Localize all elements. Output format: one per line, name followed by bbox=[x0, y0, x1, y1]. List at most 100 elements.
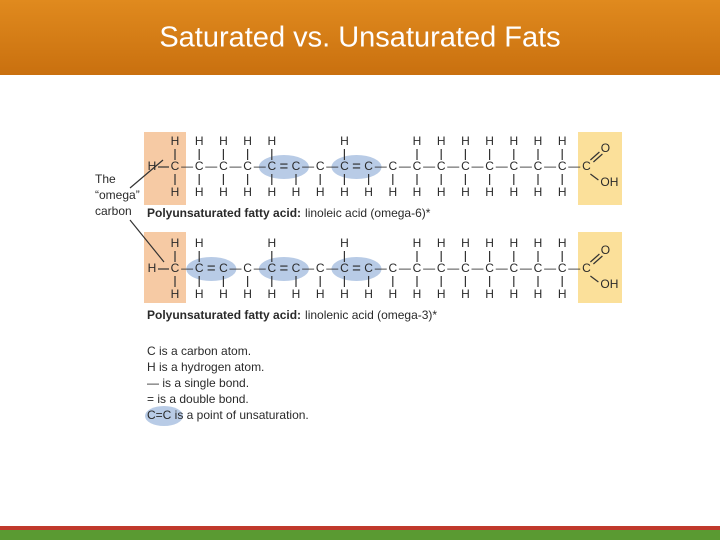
hydrogen: H bbox=[534, 134, 543, 148]
hydrogen: H bbox=[171, 185, 180, 199]
bond bbox=[593, 255, 603, 265]
single-bond: — bbox=[520, 261, 532, 275]
carbon: C bbox=[316, 159, 325, 173]
pointer bbox=[129, 159, 164, 189]
hydrogen: H bbox=[413, 134, 422, 148]
legend-highlight bbox=[145, 406, 183, 426]
molecule-label-bold: Polyunsaturated fatty acid: bbox=[147, 308, 301, 322]
single-bond: — bbox=[447, 159, 459, 173]
single-bond: — bbox=[472, 159, 484, 173]
hydrogen: H bbox=[316, 185, 325, 199]
single-bond: — bbox=[520, 159, 532, 173]
double-bond: = bbox=[352, 158, 361, 175]
single-bond: — bbox=[326, 159, 338, 173]
carbon: C bbox=[364, 261, 373, 275]
single-bond: — bbox=[496, 159, 508, 173]
carbon: C bbox=[534, 159, 543, 173]
hydrogen: H bbox=[364, 287, 373, 301]
footer-stripe bbox=[0, 526, 720, 530]
single-bond: — bbox=[447, 261, 459, 275]
hydrogen: H bbox=[534, 236, 543, 250]
hydrogen: H bbox=[340, 236, 349, 250]
hydrogen: H bbox=[219, 287, 228, 301]
single-bond: — bbox=[181, 159, 193, 173]
omega-highlight bbox=[144, 132, 186, 205]
single-bond: — bbox=[205, 159, 217, 173]
carbon: C bbox=[219, 261, 228, 275]
hydrogen: H bbox=[340, 134, 349, 148]
carbon: C bbox=[437, 159, 446, 173]
hydrogen: H bbox=[534, 287, 543, 301]
hydrogen: H bbox=[558, 134, 567, 148]
carbon: C bbox=[267, 261, 276, 275]
carbon: C bbox=[292, 159, 301, 173]
legend-item: = is a double bond. bbox=[147, 392, 249, 406]
carbon: C bbox=[171, 261, 180, 275]
unsaturation-highlight bbox=[331, 155, 382, 179]
molecule-label: Polyunsaturated fatty acid: linolenic aci… bbox=[147, 308, 437, 322]
omega-label: carbon bbox=[95, 204, 132, 218]
single-bond: — bbox=[302, 261, 314, 275]
legend: C is a carbon atom. H is a hydrogen atom.… bbox=[147, 344, 309, 422]
hydrogen: H bbox=[558, 185, 567, 199]
unsaturation-highlight bbox=[258, 155, 309, 179]
unsaturation-highlight bbox=[331, 257, 382, 281]
bond bbox=[593, 153, 603, 163]
single-bond: — bbox=[496, 261, 508, 275]
unsaturation-highlight bbox=[186, 257, 237, 281]
hydroxyl: OH bbox=[600, 277, 618, 291]
carbon: C bbox=[267, 159, 276, 173]
hydrogen: H bbox=[171, 287, 180, 301]
hydrogen: H bbox=[413, 287, 422, 301]
legend-item: H is a hydrogen atom. bbox=[147, 360, 264, 374]
double-bond: = bbox=[207, 260, 216, 277]
oxygen: O bbox=[601, 243, 610, 257]
carbon: C bbox=[582, 261, 591, 275]
hydrogen: H bbox=[364, 185, 373, 199]
carbon: C bbox=[558, 159, 567, 173]
hydrogen: H bbox=[171, 236, 180, 250]
single-bond: — bbox=[375, 159, 387, 173]
hydrogen: H bbox=[461, 134, 470, 148]
carbon: C bbox=[243, 261, 252, 275]
hydrogen: H bbox=[243, 134, 252, 148]
hydrogen: H bbox=[267, 236, 276, 250]
hydrogen: H bbox=[485, 287, 494, 301]
hydrogen: H bbox=[388, 287, 397, 301]
carbon: C bbox=[509, 159, 518, 173]
molecule-label: Polyunsaturated fatty acid: linoleic acid… bbox=[147, 206, 431, 220]
hydrogen: H bbox=[437, 287, 446, 301]
hydrogen: H bbox=[413, 185, 422, 199]
hydrogen: H bbox=[534, 185, 543, 199]
hydrogen: H bbox=[171, 134, 180, 148]
hydrogen: H bbox=[267, 185, 276, 199]
hydrogen: H bbox=[292, 185, 301, 199]
hydrogen: H bbox=[292, 287, 301, 301]
hydrogen: H bbox=[509, 236, 518, 250]
hydrogen: H bbox=[437, 236, 446, 250]
hydrogen: H bbox=[461, 287, 470, 301]
carbon: C bbox=[582, 159, 591, 173]
carbon: C bbox=[195, 159, 204, 173]
bond bbox=[590, 275, 599, 283]
omega-highlight bbox=[144, 232, 186, 303]
carbon: C bbox=[413, 159, 422, 173]
hydrogen: H bbox=[461, 236, 470, 250]
hydrogen: H bbox=[243, 287, 252, 301]
carbon: C bbox=[292, 261, 301, 275]
single-bond: — bbox=[544, 261, 556, 275]
hydrogen: H bbox=[413, 236, 422, 250]
double-bond: = bbox=[280, 158, 289, 175]
double-bond: = bbox=[280, 260, 289, 277]
carbon: C bbox=[243, 159, 252, 173]
hydrogen: H bbox=[509, 134, 518, 148]
hydrogen: H bbox=[267, 287, 276, 301]
hydrogen: H bbox=[461, 185, 470, 199]
carbon: C bbox=[364, 159, 373, 173]
hydrogen: H bbox=[148, 159, 157, 173]
carbon: C bbox=[534, 261, 543, 275]
carbon: C bbox=[437, 261, 446, 275]
single-bond: — bbox=[181, 261, 193, 275]
single-bond: — bbox=[375, 261, 387, 275]
